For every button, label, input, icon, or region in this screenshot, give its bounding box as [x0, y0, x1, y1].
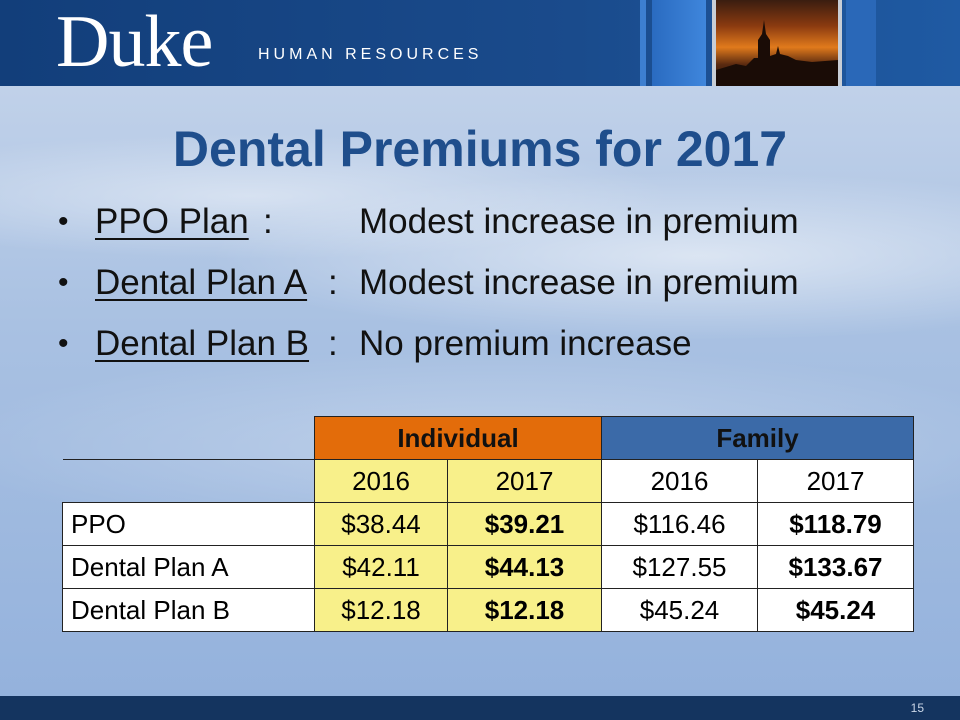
footer-bar: 15	[0, 696, 960, 720]
family-header: Family	[601, 416, 914, 460]
table-cell: $39.21	[447, 502, 602, 546]
table-cell: $116.46	[601, 502, 758, 546]
table-cell: $38.44	[314, 502, 448, 546]
duke-logo: Duke	[56, 1, 213, 83]
plan-description: Modest increase in premium	[359, 202, 799, 241]
table-cell: $127.55	[601, 545, 758, 589]
table-row: Dental Plan A $42.11 $44.13 $127.55 $133…	[62, 545, 914, 589]
year-header: 2017	[447, 459, 602, 503]
slide-title: Dental Premiums for 2017	[172, 121, 788, 177]
bullet-dot: •	[58, 205, 69, 238]
year-header-row: 2016 2017 2016 2017	[62, 459, 914, 503]
header-stripe	[846, 0, 876, 86]
bullet-dot: •	[58, 327, 69, 360]
table-cell: $42.11	[314, 545, 448, 589]
empty-corner-cell	[62, 416, 315, 460]
bullet-dot: •	[58, 266, 69, 299]
header-bar: Duke HUMAN RESOURCES	[0, 0, 960, 86]
plan-separator: :	[328, 324, 338, 363]
plan-separator: :	[328, 263, 338, 302]
table-cell: $118.79	[757, 502, 914, 546]
chapel-silhouette	[716, 20, 838, 86]
header-stripe	[652, 0, 706, 86]
row-label: Dental Plan B	[62, 588, 315, 632]
table-cell: $44.13	[447, 545, 602, 589]
table-cell: $133.67	[757, 545, 914, 589]
table-cell: $12.18	[314, 588, 448, 632]
plan-name: PPO Plan	[95, 202, 249, 241]
plan-description: No premium increase	[359, 324, 692, 363]
header-stripe	[640, 0, 646, 86]
table-row: Dental Plan B $12.18 $12.18 $45.24 $45.2…	[62, 588, 914, 632]
individual-header: Individual	[314, 416, 602, 460]
plan-separator: :	[263, 202, 273, 241]
chapel-photo	[712, 0, 842, 86]
logo-subtitle: HUMAN RESOURCES	[258, 46, 483, 63]
row-label: PPO	[62, 502, 315, 546]
table-cell: $45.24	[757, 588, 914, 632]
year-header: 2016	[601, 459, 758, 503]
table-row: PPO $38.44 $39.21 $116.46 $118.79	[62, 502, 914, 546]
table-cell: $12.18	[447, 588, 602, 632]
row-label: Dental Plan A	[62, 545, 315, 589]
year-header: 2016	[314, 459, 448, 503]
plan-name: Dental Plan B	[95, 324, 310, 363]
premium-table: Individual Family 2016 2017 2016 2017 PP…	[62, 416, 914, 632]
plan-description: Modest increase in premium	[359, 263, 799, 302]
page-number: 15	[910, 701, 924, 715]
year-header: 2017	[757, 459, 914, 503]
plan-name: Dental Plan A	[95, 263, 308, 302]
empty-corner-cell	[62, 459, 315, 503]
group-header-row: Individual Family	[62, 416, 914, 460]
table-cell: $45.24	[601, 588, 758, 632]
